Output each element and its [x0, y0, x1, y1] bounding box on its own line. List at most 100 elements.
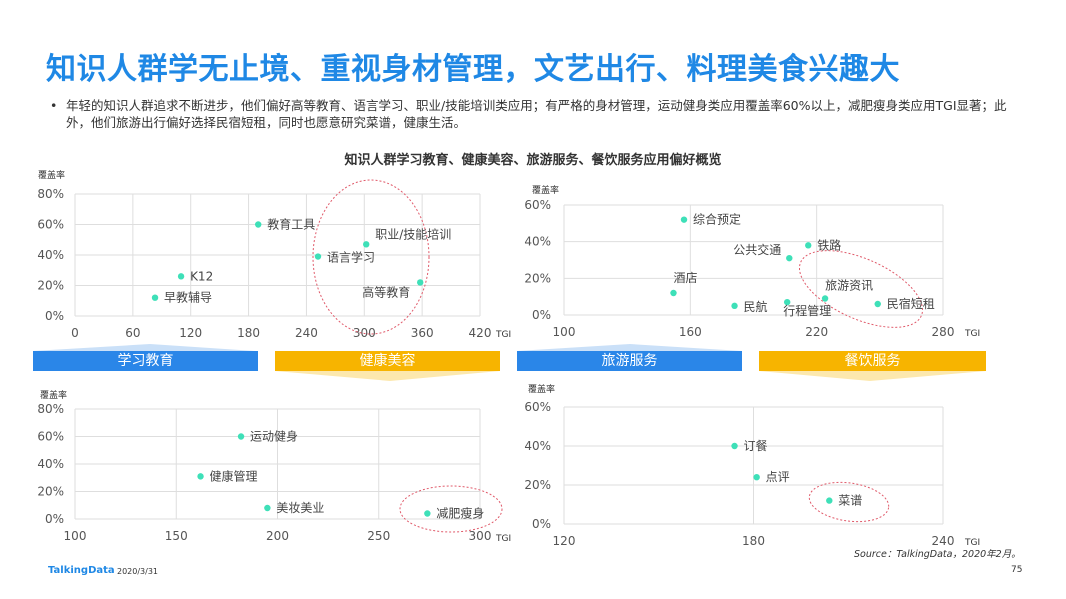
- x-tick-label: 150: [165, 529, 188, 543]
- y-tick-label: 40%: [37, 248, 64, 262]
- x-axis-label: TGI: [495, 534, 511, 544]
- data-point: [680, 216, 688, 223]
- x-tick-label: 180: [742, 534, 765, 548]
- y-tick-label: 60%: [37, 218, 64, 232]
- y-axis-label: 覆盖率: [38, 169, 65, 181]
- x-axis-label: TGI: [495, 330, 511, 340]
- point-label: 旅游资讯: [825, 279, 873, 293]
- data-point: [151, 294, 159, 301]
- data-point: [826, 497, 833, 504]
- y-tick-label: 80%: [37, 187, 64, 201]
- band-dining: 餐饮服务: [759, 351, 986, 371]
- x-tick-label: 120: [553, 534, 576, 548]
- y-axis-label: 覆盖率: [528, 383, 555, 395]
- y-tick-label: 0%: [532, 308, 551, 322]
- highlight-ellipse: [798, 250, 924, 328]
- y-tick-label: 40%: [524, 439, 551, 453]
- y-tick-label: 20%: [524, 271, 551, 285]
- source-note: Source：TalkingData，2020年2月。: [854, 549, 1021, 560]
- band-connector: [33, 344, 255, 351]
- data-point: [314, 253, 322, 260]
- y-axis-label: 覆盖率: [40, 389, 67, 401]
- band-connector: [517, 344, 742, 351]
- y-tick-label: 20%: [37, 279, 64, 293]
- x-tick-label: 220: [805, 325, 828, 339]
- footer-date: 2020/3/31: [117, 567, 159, 576]
- x-tick-label: 60: [125, 326, 140, 340]
- data-point: [805, 242, 812, 249]
- point-label: 酒店: [673, 271, 697, 285]
- point-label: 订餐: [744, 438, 768, 453]
- point-label: 铁路: [817, 237, 841, 252]
- x-tick-label: 0: [71, 326, 79, 340]
- x-tick-label: 250: [367, 529, 390, 543]
- data-point: [177, 273, 185, 280]
- summary-text: 年轻的知识人群追求不断进步，他们偏好高等教育、语言学习、职业/技能培训类应用；有…: [66, 98, 1007, 130]
- data-point: [783, 298, 791, 306]
- talkingdata-logo: TalkingData: [48, 565, 115, 576]
- band-connector: [275, 371, 500, 381]
- point-label: 高等教育: [362, 284, 410, 299]
- y-tick-label: 60%: [524, 400, 551, 414]
- page-number: 75: [1011, 565, 1023, 575]
- x-tick-label: 420: [469, 326, 492, 340]
- point-label: 行程管理: [783, 303, 831, 318]
- data-point: [821, 295, 829, 302]
- y-tick-label: 20%: [524, 478, 551, 492]
- x-axis-label: TGI: [964, 329, 980, 339]
- point-label: 美妆美业: [276, 501, 324, 515]
- point-label: 民宿短租: [887, 296, 935, 311]
- data-point: [255, 221, 262, 228]
- x-tick-label: 280: [932, 325, 955, 339]
- point-label: 点评: [766, 470, 790, 484]
- band-connector: [759, 371, 986, 381]
- x-tick-label: 360: [411, 326, 434, 340]
- point-label: 职业/技能培训: [375, 226, 451, 241]
- point-label: 早教辅导: [164, 290, 212, 305]
- point-label: 语言学习: [327, 250, 375, 265]
- point-label: 健康管理: [210, 468, 258, 483]
- x-tick-label: 240: [932, 534, 955, 548]
- point-label: K12: [190, 269, 213, 283]
- x-tick-label: 300: [469, 529, 492, 543]
- data-point: [731, 442, 738, 450]
- data-point: [670, 289, 677, 297]
- x-tick-label: 160: [679, 325, 702, 339]
- data-point: [417, 279, 424, 286]
- y-tick-label: 0%: [45, 512, 64, 526]
- highlight-ellipse: [808, 481, 890, 523]
- x-tick-label: 200: [266, 529, 289, 543]
- data-point: [731, 302, 738, 310]
- band-learning: 学习教育: [33, 351, 258, 371]
- data-point: [237, 433, 245, 440]
- y-axis-label: 覆盖率: [532, 184, 559, 196]
- data-point: [264, 504, 271, 512]
- data-point: [786, 254, 793, 262]
- band-health: 健康美容: [275, 351, 500, 371]
- x-tick-label: 240: [295, 326, 318, 340]
- x-tick-label: 180: [237, 326, 260, 340]
- data-point: [197, 473, 204, 480]
- bullet-dot: •: [50, 98, 58, 113]
- point-label: 运动健身: [250, 429, 298, 444]
- data-point: [424, 510, 431, 517]
- point-label: 菜谱: [838, 494, 862, 508]
- point-label: 民航: [744, 299, 768, 314]
- point-label: 综合预定: [693, 212, 741, 227]
- summary-bullet: • 年轻的知识人群追求不断进步，他们偏好高等教育、语言学习、职业/技能培训类应用…: [50, 97, 1010, 131]
- y-tick-label: 60%: [37, 430, 64, 444]
- band-travel: 旅游服务: [517, 351, 742, 371]
- data-point: [753, 474, 760, 481]
- highlight-ellipse: [399, 485, 503, 533]
- point-label: 教育工具: [267, 217, 315, 232]
- x-tick-label: 100: [553, 325, 576, 339]
- y-tick-label: 0%: [45, 309, 64, 323]
- y-tick-label: 80%: [37, 402, 64, 416]
- y-tick-label: 60%: [524, 198, 551, 212]
- point-label: 减肥瘦身: [436, 506, 484, 521]
- x-tick-label: 120: [179, 326, 202, 340]
- y-tick-label: 20%: [37, 485, 64, 499]
- data-point: [874, 300, 881, 308]
- point-label: 公共交通: [733, 242, 781, 257]
